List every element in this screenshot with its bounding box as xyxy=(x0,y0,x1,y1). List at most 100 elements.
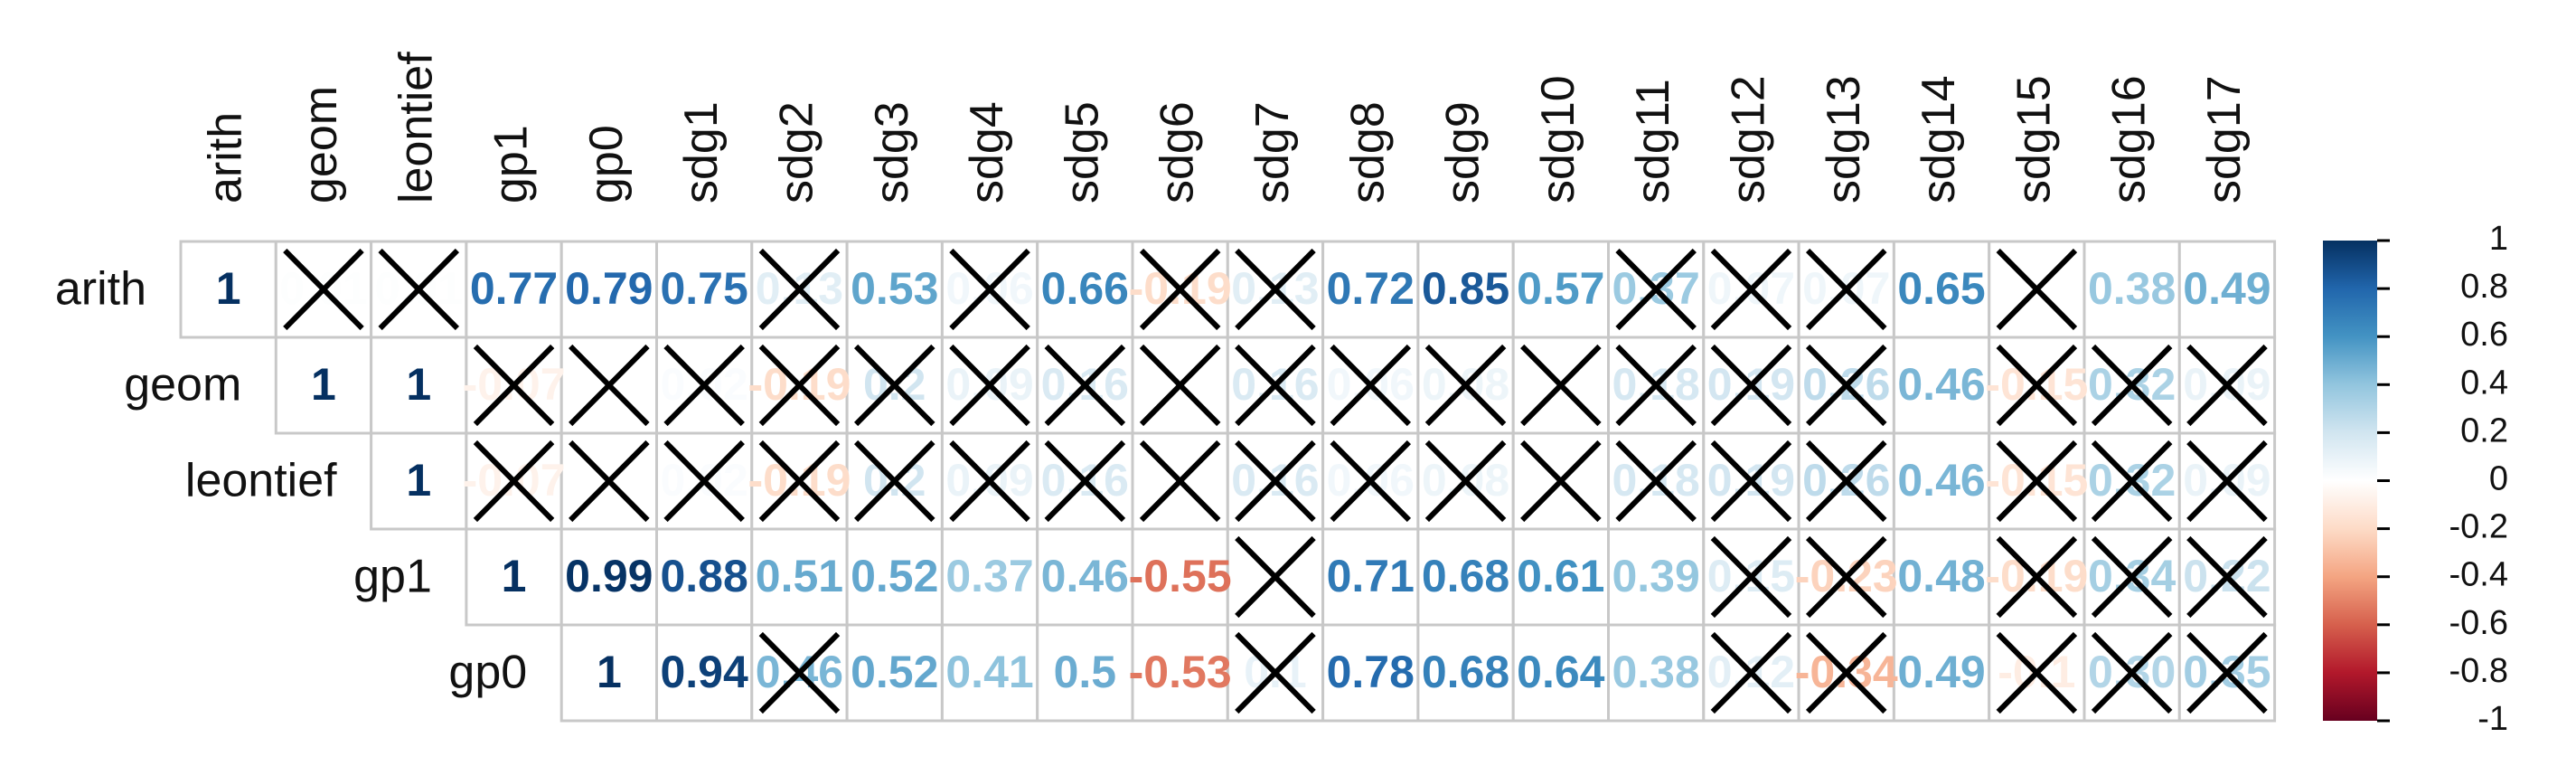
cross-mark xyxy=(1710,631,1792,714)
cell-value: 0.38 xyxy=(2088,263,2176,314)
cell-value: 0.49 xyxy=(2183,263,2270,314)
cell-gp0-sdg3 xyxy=(845,623,944,723)
cross-mark xyxy=(1330,440,1412,523)
column-label-sdg15: sdg15 xyxy=(2007,75,2060,203)
colorbar-tick-label: -1 xyxy=(2477,700,2508,738)
column-label-gp0: gp0 xyxy=(580,125,633,203)
cell-value: 0.79 xyxy=(565,263,653,314)
cell-gp1-sdg14 xyxy=(1892,527,1991,627)
cross-mark xyxy=(283,248,364,331)
cell-value: 0.99 xyxy=(565,551,653,601)
cell-arith-sdg16 xyxy=(2082,240,2181,339)
cell-gp0-sdg5 xyxy=(1036,623,1134,723)
cross-mark xyxy=(1139,344,1221,427)
cell-gp0-sdg8 xyxy=(1321,623,1420,723)
cross-mark xyxy=(1235,248,1316,331)
colorbar-tick-label: 0 xyxy=(2489,460,2508,498)
cell-gp0-sdg14 xyxy=(1892,623,1991,723)
cell-gp1-sdg1 xyxy=(655,527,754,627)
cross-mark xyxy=(2091,535,2173,619)
cell-value: 0.68 xyxy=(1422,647,1509,697)
cross-mark xyxy=(758,440,841,523)
row-label-gp1: gp1 xyxy=(353,551,432,603)
cell-value: 1 xyxy=(406,455,431,506)
cell-arith-arith xyxy=(179,240,277,339)
cross-mark xyxy=(758,631,841,714)
insignificance-crosses xyxy=(283,248,2268,714)
cross-mark xyxy=(1235,535,1316,619)
cross-mark xyxy=(1996,248,2078,331)
cross-mark xyxy=(1330,344,1412,427)
cell-gp1-sdg2 xyxy=(750,527,849,627)
cross-mark xyxy=(2186,631,2268,714)
cell-value: 0.57 xyxy=(1517,263,1604,314)
cell-gp1-sdg4 xyxy=(940,527,1039,627)
column-label-sdg17: sdg17 xyxy=(2198,75,2251,203)
column-label-sdg7: sdg7 xyxy=(1246,101,1299,203)
column-label-sdg8: sdg8 xyxy=(1341,101,1394,203)
cross-mark xyxy=(663,344,745,427)
cell-gp1-sdg3 xyxy=(845,527,944,627)
cell-value: 0.88 xyxy=(660,551,747,601)
cell-value: 0.65 xyxy=(1897,263,1985,314)
column-label-arith: arith xyxy=(200,112,252,203)
cross-mark xyxy=(1710,440,1792,523)
colorbar-tick-label: 0.4 xyxy=(2460,364,2508,402)
cell-arith-sdg17 xyxy=(2177,240,2277,339)
cross-mark xyxy=(1710,248,1792,331)
column-label-sdg2: sdg2 xyxy=(770,101,823,203)
colorbar-tick-label: -0.2 xyxy=(2449,508,2508,546)
cross-mark xyxy=(1615,248,1697,331)
cell-gp0-sdg4 xyxy=(940,623,1039,723)
row-label-gp0: gp0 xyxy=(448,647,527,699)
cross-mark xyxy=(473,344,555,427)
cell-arith-sdg3 xyxy=(845,240,944,339)
cross-mark xyxy=(1520,344,1602,427)
cross-mark xyxy=(2186,440,2268,523)
cell-value: 0.78 xyxy=(1327,647,1415,697)
cell-value: 0.66 xyxy=(1041,263,1129,314)
cross-mark xyxy=(1996,631,2078,714)
cell-value: 0.46 xyxy=(1897,359,1985,410)
cross-mark xyxy=(1805,631,1887,714)
cell-value: 0.37 xyxy=(945,551,1033,601)
cell-value: 0.46 xyxy=(1041,551,1129,601)
cell-value: 0.52 xyxy=(851,551,938,601)
cell-value: 0.85 xyxy=(1422,263,1509,314)
cell-gp1-gp1 xyxy=(465,527,563,627)
cell-value: 0.52 xyxy=(851,647,938,697)
cell-value: 0.72 xyxy=(1327,263,1415,314)
cell-value: 0.48 xyxy=(1897,551,1985,601)
column-label-sdg9: sdg9 xyxy=(1437,101,1490,203)
cell-value: -0.53 xyxy=(1129,647,1232,697)
column-label-geom: geom xyxy=(295,86,347,203)
cross-mark xyxy=(949,344,1030,427)
cell-gp1-sdg11 xyxy=(1607,527,1706,627)
cell-gp0-sdg11 xyxy=(1607,623,1706,723)
cross-mark xyxy=(1139,440,1221,523)
cell-value: 0.39 xyxy=(1612,551,1699,601)
row-label-arith: arith xyxy=(55,263,146,316)
row-label-geom: geom xyxy=(124,359,241,411)
cross-mark xyxy=(2186,535,2268,619)
cross-mark xyxy=(1424,344,1507,427)
cell-value: 0.64 xyxy=(1517,647,1605,697)
cell-geom-geom xyxy=(274,336,373,435)
colorbar-tick-label: 0.8 xyxy=(2460,268,2508,306)
column-label-sdg12: sdg12 xyxy=(1722,75,1774,203)
colorbar: 1 0.8 0.6 0.4 0.2 0 -0.2 -0.4 -0.6 -0.8 -1 xyxy=(2323,220,2508,738)
cross-mark xyxy=(1805,248,1887,331)
cross-mark xyxy=(1996,440,2078,523)
cell-value: 1 xyxy=(502,551,527,601)
cell-gp0-sdg6 xyxy=(1131,623,1229,723)
cross-mark xyxy=(1235,344,1316,427)
cross-mark xyxy=(1710,344,1792,427)
column-label-sdg11: sdg11 xyxy=(1627,79,1679,203)
cell-value: 0.75 xyxy=(660,263,747,314)
cross-mark xyxy=(1805,344,1887,427)
cell-value: 1 xyxy=(311,359,336,410)
cross-mark xyxy=(1615,440,1697,523)
cross-mark xyxy=(1615,344,1697,427)
cross-mark xyxy=(2091,631,2173,714)
column-label-sdg3: sdg3 xyxy=(866,101,918,203)
